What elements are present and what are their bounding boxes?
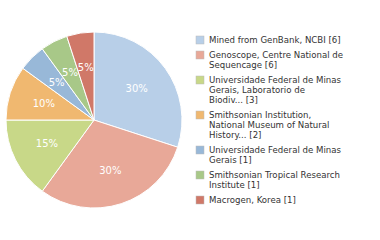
legend: Mined from GenBank, NCBI [6] Genoscope, C…	[196, 35, 343, 205]
legend-swatch	[196, 76, 204, 84]
slice-label: 5%	[78, 62, 94, 73]
slice-label: 5%	[49, 77, 65, 88]
legend-label: Universidade Federal de MinasGerais [1]	[209, 145, 342, 165]
slice-label: 30%	[126, 83, 148, 94]
legend-swatch	[196, 171, 204, 179]
slice-labels: 30%30%15%10%5%5%5%	[33, 62, 148, 175]
legend-label: Smithsonian Tropical ResearchInstitute […	[209, 170, 340, 190]
chart-container: 30%30%15%10%5%5%5%Mined from GenBank, NC…	[0, 0, 380, 240]
pie-slice	[6, 120, 94, 191]
legend-label: Macrogen, Korea [1]	[209, 195, 296, 205]
legend-label: Genoscope, Centre National deSequencage …	[209, 50, 343, 70]
legend-label: Mined from GenBank, NCBI [6]	[209, 35, 341, 45]
legend-swatch	[196, 146, 204, 154]
slice-label: 5%	[62, 67, 78, 78]
slice-label: 15%	[36, 138, 58, 149]
legend-swatch	[196, 51, 204, 59]
legend-swatch	[196, 111, 204, 119]
slice-label: 30%	[99, 165, 121, 176]
legend-label: Universidade Federal de MinasGerais, Lab…	[209, 75, 342, 105]
slices	[6, 32, 182, 208]
legend-label: Smithsonian Institution,National Museum …	[209, 110, 329, 140]
legend-swatch	[196, 36, 204, 44]
chart: 30%30%15%10%5%5%5%Mined from GenBank, NC…	[0, 0, 380, 240]
legend-swatch	[196, 196, 204, 204]
slice-label: 10%	[33, 98, 55, 109]
